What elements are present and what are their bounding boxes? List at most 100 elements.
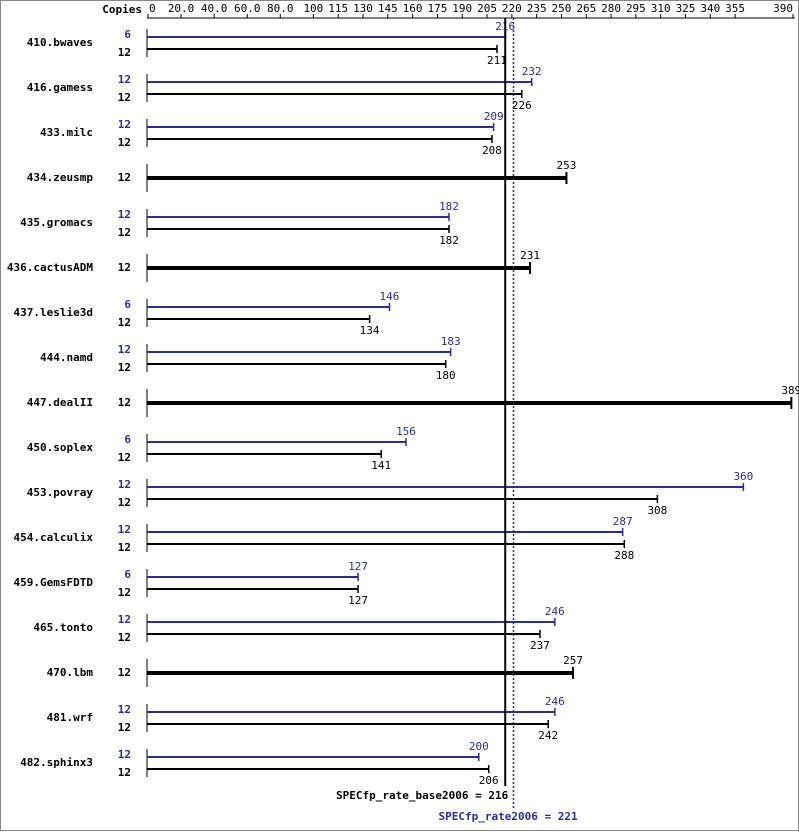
benchmark-name: 433.milc <box>40 126 93 139</box>
bar <box>147 576 359 578</box>
value-label: 389 <box>781 384 799 397</box>
bar <box>147 401 792 405</box>
value-label: 246 <box>545 605 565 618</box>
benchmark-name: 481.wrf <box>47 711 93 724</box>
x-tick-label: 325 <box>676 2 696 15</box>
copies: 12 <box>118 396 131 409</box>
value-label: 156 <box>396 425 416 438</box>
x-tick-label: 250 <box>552 2 572 15</box>
bar <box>147 126 494 128</box>
benchmark-name: 459.GemsFDTD <box>14 576 94 589</box>
benchmark-name: 410.bwaves <box>27 36 93 49</box>
copies: 12 <box>118 721 131 734</box>
copies: 12 <box>118 316 131 329</box>
value-label: 182 <box>439 234 459 247</box>
bar <box>147 756 479 758</box>
bar <box>147 768 489 770</box>
x-tick-label: 205 <box>477 2 497 15</box>
value-label: 200 <box>469 740 489 753</box>
copies: 6 <box>124 298 131 311</box>
bar <box>147 498 658 500</box>
x-tick-label: 40.0 <box>201 2 228 15</box>
bar <box>147 81 532 83</box>
x-tick-label: 390 <box>773 2 793 15</box>
copies: 12 <box>118 766 131 779</box>
bar <box>147 306 390 308</box>
bar <box>147 266 531 270</box>
copies: 12 <box>118 208 131 221</box>
copies: 12 <box>118 541 131 554</box>
value-label: 253 <box>556 159 576 172</box>
bar <box>147 48 497 50</box>
value-label: 183 <box>441 335 461 348</box>
copies: 12 <box>118 748 131 761</box>
value-label: 134 <box>360 324 380 337</box>
x-tick-label: 20.0 <box>168 2 195 15</box>
bar <box>147 543 625 545</box>
value-label: 288 <box>614 549 634 562</box>
copies: 12 <box>118 171 131 184</box>
copies: 12 <box>118 91 131 104</box>
bar <box>147 138 492 140</box>
x-tick-label: 280 <box>601 2 621 15</box>
value-label: 226 <box>512 99 532 112</box>
value-label: 231 <box>520 249 540 262</box>
copies: 6 <box>124 433 131 446</box>
x-tick-label: 310 <box>651 2 671 15</box>
copies: 12 <box>118 343 131 356</box>
copies: 12 <box>118 478 131 491</box>
value-label: 246 <box>545 695 565 708</box>
copies: 12 <box>118 586 131 599</box>
bar <box>147 318 370 320</box>
bar <box>147 351 451 353</box>
benchmark-name: 453.povray <box>27 486 94 499</box>
x-tick-label: 60.0 <box>234 2 261 15</box>
bar <box>147 228 449 230</box>
bar <box>147 176 567 180</box>
value-label: 237 <box>530 639 550 652</box>
x-tick-label: 0 <box>149 2 156 15</box>
value-label: 206 <box>479 774 499 787</box>
bar <box>147 216 449 218</box>
benchmark-name: 482.sphinx3 <box>20 756 93 769</box>
bar <box>147 711 555 713</box>
value-label: 182 <box>439 200 459 213</box>
copies: 6 <box>124 568 131 581</box>
x-tick-label: 175 <box>427 2 447 15</box>
copies: 6 <box>124 28 131 41</box>
reference-label: SPECfp_rate2006 = 221 <box>439 810 578 823</box>
benchmark-name: 437.leslie3d <box>14 306 93 319</box>
benchmark-name: 434.zeusmp <box>27 171 94 184</box>
copies: 12 <box>118 46 131 59</box>
x-tick-label: 80.0 <box>267 2 294 15</box>
value-label: 127 <box>348 560 368 573</box>
value-label: 127 <box>348 594 368 607</box>
bar <box>147 453 382 455</box>
bar <box>147 531 623 533</box>
x-tick-label: 355 <box>725 2 745 15</box>
benchmark-name: 444.namd <box>40 351 93 364</box>
benchmark-name: 450.soplex <box>27 441 94 454</box>
benchmark-name: 436.cactusADM <box>7 261 93 274</box>
copies: 12 <box>118 118 131 131</box>
bar <box>147 621 555 623</box>
bar <box>147 441 406 443</box>
copies: 12 <box>118 136 131 149</box>
bar <box>147 633 540 635</box>
copies-header: Copies <box>102 3 142 16</box>
benchmark-name: 454.calculix <box>14 531 94 544</box>
copies: 12 <box>118 613 131 626</box>
bar <box>147 363 446 365</box>
value-label: 242 <box>538 729 558 742</box>
benchmark-name: 416.gamess <box>27 81 93 94</box>
value-label: 287 <box>613 515 633 528</box>
value-label: 308 <box>647 504 667 517</box>
bar <box>147 671 574 675</box>
bar <box>147 588 359 590</box>
x-tick-label: 220 <box>502 2 522 15</box>
x-tick-label: 190 <box>452 2 472 15</box>
x-tick-label: 145 <box>378 2 398 15</box>
value-label: 208 <box>482 144 502 157</box>
value-label: 360 <box>733 470 753 483</box>
